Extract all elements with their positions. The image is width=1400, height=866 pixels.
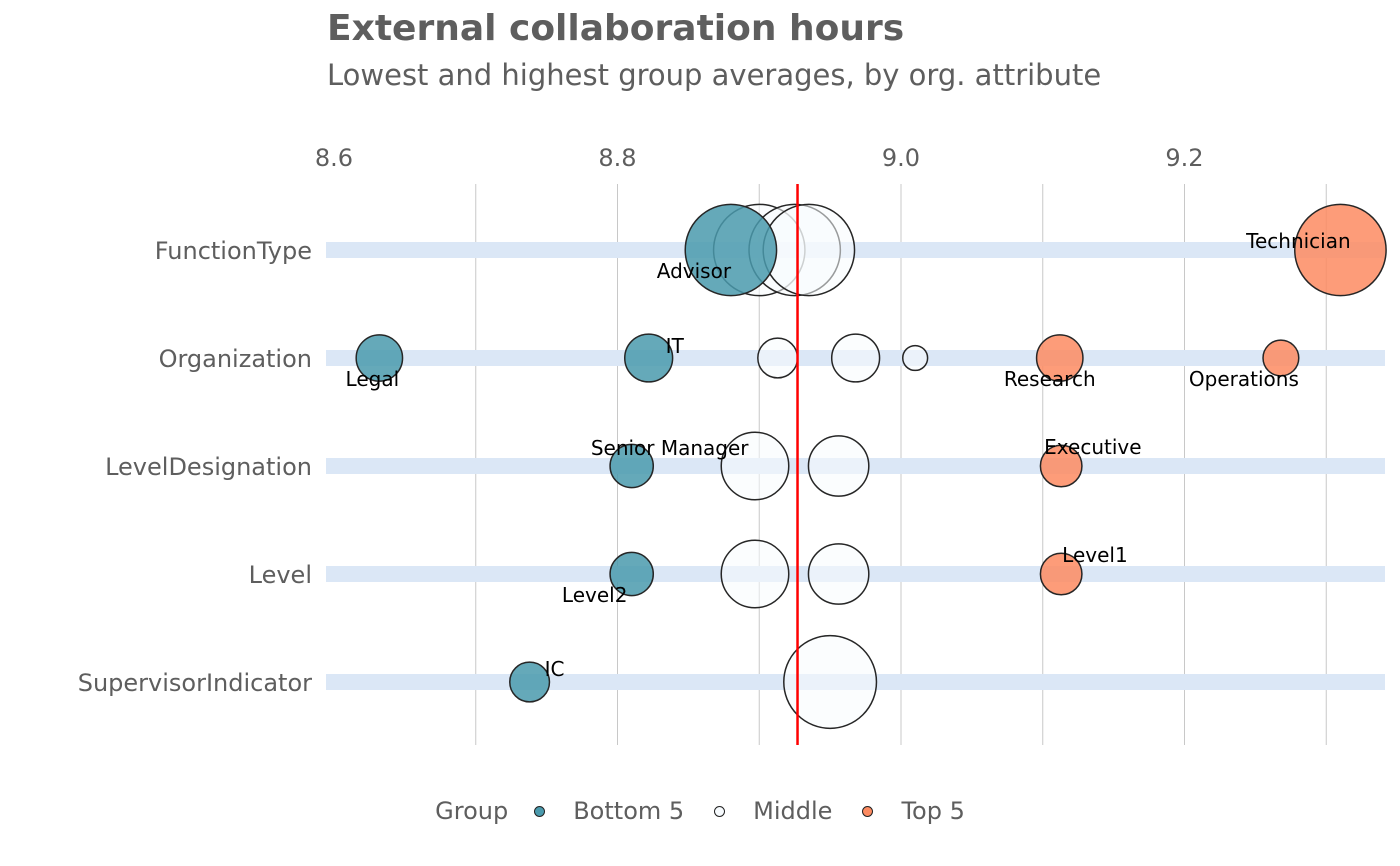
- x-tick-label: 9.2: [1165, 144, 1203, 172]
- point-label: IT: [666, 334, 685, 358]
- bubble-plot: Advisor Technician Legal IT Research Operatio…: [78, 144, 1387, 745]
- bubble-bottom: [509, 661, 551, 703]
- legend-item-middle: Middle: [714, 797, 832, 825]
- bubble-middle: [720, 539, 790, 609]
- point-label: Operations: [1189, 367, 1299, 391]
- axis-labels: 8.6 8.8 9.0 9.2 FunctionType Organization Leve…: [78, 144, 1204, 697]
- legend: Group Bottom 5 Middle Top 5: [0, 797, 1400, 825]
- point-label: Advisor: [657, 259, 732, 283]
- y-row-label: Level: [249, 561, 312, 589]
- bubble-middle: [720, 431, 790, 501]
- point-label: Level1: [1062, 543, 1128, 567]
- point-label: Executive: [1044, 435, 1141, 459]
- bubble-middle: [902, 344, 929, 372]
- legend-label-top: Top 5: [901, 797, 965, 825]
- bubble-bottom: [624, 333, 674, 383]
- y-row-label: LevelDesignation: [105, 453, 312, 481]
- point-labels: Advisor Technician Legal IT Research Operatio…: [346, 229, 1351, 681]
- y-row-label: Organization: [159, 345, 312, 373]
- legend-item-top: Top 5: [862, 797, 965, 825]
- legend-label-middle: Middle: [753, 797, 833, 825]
- bubble-top: [1035, 334, 1084, 382]
- bubble-top: [1039, 552, 1083, 596]
- x-tick-label: 8.6: [315, 144, 353, 172]
- bubble-top: [1262, 339, 1300, 377]
- bubble-middle: [783, 634, 878, 730]
- point-label: Technician: [1245, 229, 1351, 253]
- bubble-middle: [807, 543, 870, 605]
- point-label: Senior Manager: [591, 436, 749, 460]
- bubble-top: [1294, 203, 1387, 297]
- legend-swatch-top: [862, 805, 874, 817]
- chart-subtitle: Lowest and highest group averages, by or…: [327, 58, 1102, 92]
- bubble-bottom: [684, 203, 778, 297]
- point-label: Level2: [562, 583, 628, 607]
- x-tick-label: 9.0: [882, 144, 920, 172]
- bubble-bottom: [609, 551, 655, 597]
- bubble-bottom: [355, 334, 404, 382]
- bubble-middle: [830, 333, 881, 383]
- y-row-label: FunctionType: [155, 237, 312, 265]
- bubble-bottom: [609, 443, 655, 489]
- legend-title: Group: [435, 797, 509, 825]
- point-label: IC: [545, 657, 565, 681]
- legend-swatch-bottom: [534, 805, 546, 817]
- legend-item-bottom: Bottom 5: [534, 797, 684, 825]
- point-label: Legal: [346, 367, 400, 391]
- y-row-label: SupervisorIndicator: [78, 669, 312, 697]
- bubble-middle: [807, 435, 870, 497]
- row-band: [326, 242, 1385, 258]
- bubble-middle: [757, 337, 799, 379]
- legend-swatch-middle: [714, 805, 726, 817]
- x-tick-label: 8.8: [598, 144, 636, 172]
- data-points: [355, 203, 1387, 730]
- chart-title: External collaboration hours: [327, 8, 905, 49]
- bubble-top: [1039, 444, 1083, 488]
- point-label: Research: [1004, 367, 1096, 391]
- legend-label-bottom: Bottom 5: [573, 797, 685, 825]
